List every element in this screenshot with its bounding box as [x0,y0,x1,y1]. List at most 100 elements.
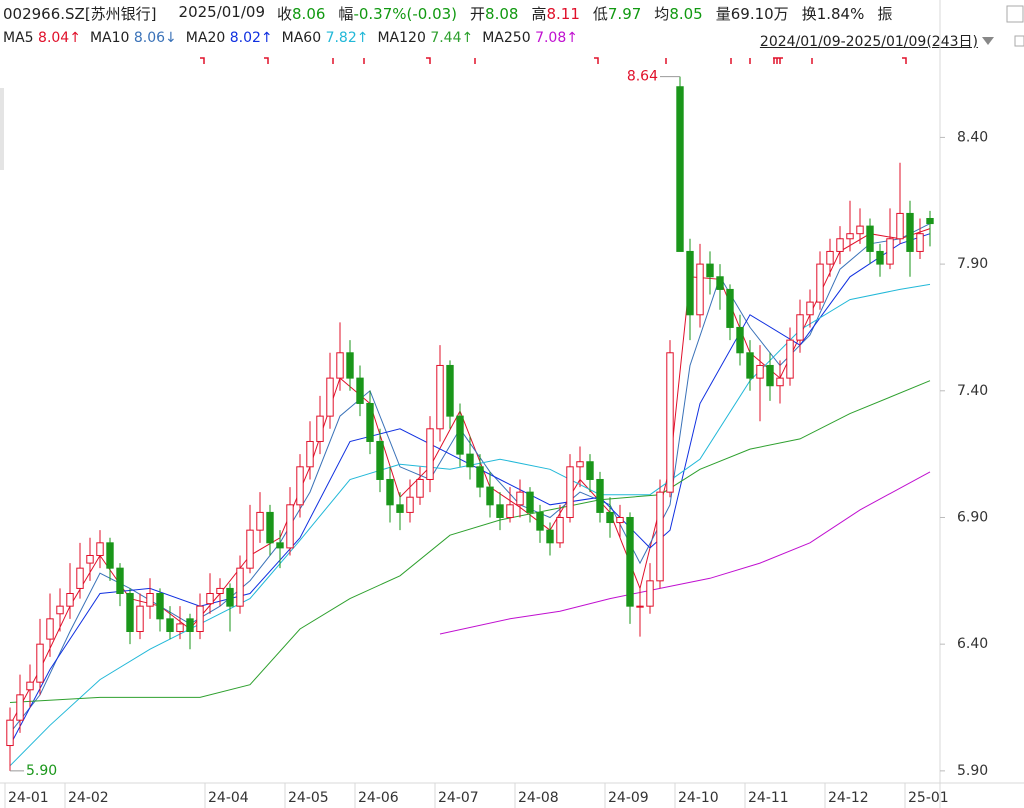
candle-body [296,466,304,506]
candle-body [16,694,24,721]
y-tick-label: 8.40 [957,129,988,145]
candle-body [706,263,714,278]
candle-body [476,466,484,488]
legend-item: MA5 8.04↑ [3,30,81,46]
x-tick-label: 24-09 [608,790,649,806]
candle-body [26,681,34,691]
candle-body [486,486,494,506]
candle-body [236,567,244,607]
field-value: 69.10万 [730,5,789,23]
candle-body [756,364,764,379]
legend-name: MA250 [482,30,531,46]
legend-name: MA120 [377,30,426,46]
legend-name: MA60 [281,30,322,46]
quote-field: 振 [877,3,892,25]
candle-body [696,263,704,316]
candle-body [686,250,694,316]
candle-body [346,352,354,379]
legend-item: MA250 7.08↑ [482,30,578,46]
quote-field: 低7.97 [593,3,641,25]
tool-icon[interactable] [1014,35,1024,47]
candle-body [146,592,154,607]
candle-body [356,377,364,404]
event-markers [200,57,907,64]
candle-body [426,428,434,480]
y-tick-label: 5.90 [957,763,988,779]
candle-body [136,605,144,633]
legend-value: 8.02↑ [229,30,273,46]
candle-body [206,592,214,605]
candle-body [266,511,274,544]
candle-body [766,364,774,387]
candle-body [616,516,624,524]
candle-body [576,461,584,468]
field-value: -0.37%(-0.03) [353,5,458,23]
ma-line [439,471,931,635]
field-label: 低 [592,5,608,23]
date-range[interactable]: 2024/01/09-2025/01/09(243日) [759,34,978,50]
y-tick-label: 7.90 [957,256,988,272]
candle-body [366,402,374,442]
legend-value: 7.82↑ [325,30,369,46]
candle-body [116,567,124,594]
candle-body [106,542,114,569]
candle-body [166,618,174,633]
candle-body [716,276,724,290]
candle-body [896,212,904,240]
candle-body [746,352,754,379]
field-label: 量 [715,5,731,23]
x-tick-label: 24-01 [8,790,49,806]
candle-body [866,225,874,252]
candle-body [306,440,314,468]
candle-body [376,440,384,480]
field-label: 幅 [338,5,354,23]
candle-body [436,364,444,430]
x-tick-label: 24-12 [828,790,869,806]
legend-item: MA120 7.44↑ [377,30,473,46]
annotation: 5.90 [26,763,57,779]
ma-line [9,380,931,703]
candle-body [196,605,204,633]
x-tick-label: 24-11 [748,790,789,806]
candle-body [396,504,404,513]
field-value: 8.06 [292,5,326,23]
candle-body [736,326,744,354]
candle-body [546,529,554,544]
candle-body [526,491,534,513]
x-tick-label: 24-04 [208,790,249,806]
candle-body [446,364,454,417]
candle-body [216,587,224,594]
field-value: 8.05 [669,5,703,23]
y-tick-label: 7.40 [957,383,988,399]
candle-body [46,618,54,640]
x-tick-label: 24-05 [288,790,329,806]
x-tick-label: 24-08 [518,790,559,806]
candle-body [96,542,104,556]
candle-body [726,288,734,328]
candle-body [606,511,614,524]
quote-field: 高8.11 [531,3,579,25]
candle-body [326,377,334,417]
candle-body [916,233,924,252]
legend-value: 8.04↑ [38,30,81,46]
candle-body [276,542,284,549]
quote-date: 2025/01/09 [178,3,265,21]
candle-body [316,415,324,442]
candle-body [56,605,64,615]
x-tick-label: 25-01 [908,790,949,806]
candle-body [336,352,344,379]
legend-value: 7.08↑ [535,30,578,46]
candle-body [676,86,684,252]
candle-body [36,643,44,683]
candle-body [66,592,74,607]
candle-body [76,567,84,589]
candle-body [646,580,654,607]
candle-body [636,605,644,608]
ma-lines [9,223,931,767]
candle-body [806,301,814,316]
legend-value: 7.44↑ [430,30,474,46]
range-dropdown[interactable] [982,37,994,45]
field-label: 振 [877,5,893,23]
tool-icon[interactable] [1006,5,1024,23]
